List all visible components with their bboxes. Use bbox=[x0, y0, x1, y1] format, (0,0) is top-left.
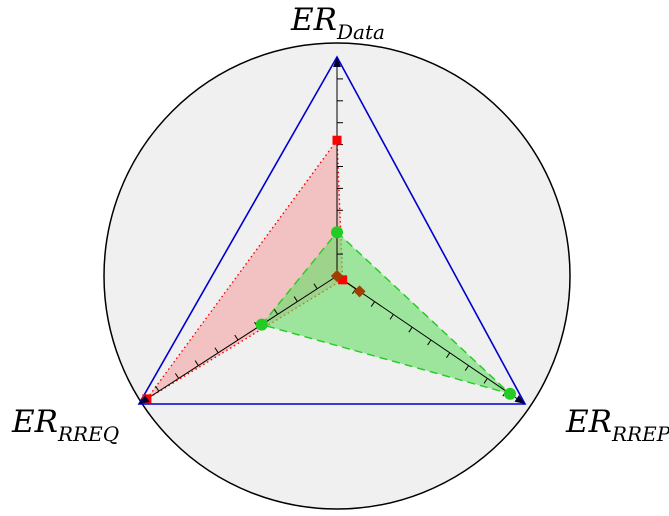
axis-1-tick-7 bbox=[464, 365, 470, 371]
axis-label-left: ERRREQ bbox=[11, 404, 119, 446]
axis-2-tick-3 bbox=[273, 309, 279, 315]
axis-label-right: ERRREP bbox=[565, 404, 669, 446]
axis-2-tick-1 bbox=[313, 283, 318, 290]
axis-label-left-sub: RREQ bbox=[57, 422, 119, 446]
frame-triangle bbox=[137, 55, 527, 405]
series-1-point-2 bbox=[255, 318, 268, 331]
series-1-point-0 bbox=[331, 226, 343, 239]
axis-2-tick-5 bbox=[234, 334, 239, 341]
series-1-area bbox=[260, 231, 511, 395]
axis-label-right-sub: RREP bbox=[611, 422, 669, 446]
axis-1-tick-3 bbox=[389, 314, 394, 320]
axis-2-tick-7 bbox=[194, 360, 199, 366]
series-2-point-1 bbox=[353, 285, 366, 298]
axis-label-top: ERData bbox=[290, 2, 385, 44]
axis-0-arrow bbox=[333, 57, 341, 67]
axis-1-tick-5 bbox=[427, 339, 432, 346]
series-0-area bbox=[146, 138, 344, 400]
series-2-point-2 bbox=[331, 270, 343, 282]
axis-1-arrow bbox=[514, 395, 525, 404]
series-0-point-1 bbox=[338, 275, 348, 285]
axis-2-tick-9 bbox=[155, 385, 160, 392]
axis-1-tick-2 bbox=[370, 301, 376, 307]
axis-1-tick-4 bbox=[408, 326, 413, 333]
series-1-point-1 bbox=[503, 387, 516, 400]
axis-2-tick-2 bbox=[293, 296, 298, 302]
axis-2-arrow bbox=[139, 395, 150, 404]
axis-2-tick-8 bbox=[174, 373, 180, 379]
axis-1-tick-6 bbox=[446, 352, 451, 359]
series-0-point-0 bbox=[332, 135, 342, 145]
axis-2-tick-6 bbox=[214, 347, 219, 354]
axis-1-tick-8 bbox=[483, 378, 488, 384]
axis-label-top-sub: Data bbox=[336, 20, 385, 44]
